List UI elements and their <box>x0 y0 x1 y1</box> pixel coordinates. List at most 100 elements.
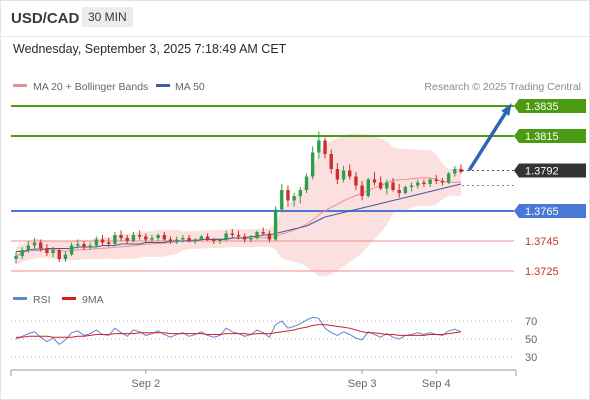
candle <box>360 181 364 201</box>
candle <box>131 232 136 243</box>
candle <box>20 247 24 259</box>
candle <box>218 238 222 244</box>
rsi-tick-label: 50 <box>525 334 537 346</box>
candle <box>397 184 401 198</box>
candle <box>310 146 315 180</box>
candle <box>391 178 395 192</box>
ma20-legend-label: MA 20 + Bollinger Bands <box>33 81 148 93</box>
ma50-legend-label: MA 50 <box>175 81 205 93</box>
svg-text:1.3815: 1.3815 <box>525 131 559 143</box>
candle <box>57 248 61 262</box>
timeframe-button[interactable]: 30 MIN <box>82 7 133 27</box>
candle <box>236 230 241 240</box>
candle <box>255 230 259 240</box>
candle <box>267 230 272 243</box>
candle <box>323 137 327 159</box>
bollinger-band-area <box>16 133 461 277</box>
candle <box>125 235 129 244</box>
support-level-tag: 1.3725 <box>525 266 559 278</box>
candle <box>76 239 80 249</box>
rsi-ma-legend-swatch <box>62 297 76 300</box>
bollinger-band <box>16 133 461 277</box>
svg-text:1.3745: 1.3745 <box>525 236 559 248</box>
forecast-arrow-head <box>501 103 512 116</box>
rsi-tick-label: 70 <box>525 316 537 328</box>
candle <box>304 173 309 193</box>
candle <box>63 251 68 262</box>
candle <box>205 233 210 241</box>
candle <box>174 236 179 244</box>
candle <box>273 206 278 241</box>
candlesticks <box>14 131 463 264</box>
forecast-arrow <box>468 103 512 171</box>
candle <box>378 176 383 190</box>
candle <box>459 164 463 174</box>
rsi-grid: 70 50 30 <box>11 316 537 364</box>
candle <box>422 179 426 187</box>
rsi-lines <box>15 316 462 346</box>
candle <box>14 251 18 264</box>
candle <box>348 164 352 180</box>
target-level-tag: 1.3835 <box>514 99 586 113</box>
candle <box>280 184 284 213</box>
candle <box>39 239 43 252</box>
support-level-tag: 1.3745 <box>525 236 559 248</box>
rsi-legend-label: RSI <box>33 294 51 306</box>
top-bar: USD/CAD 30 MIN <box>0 0 590 37</box>
pivot-level-tag: 1.3765 <box>514 204 586 218</box>
candle <box>440 178 445 186</box>
rsi-tick-label: 30 <box>525 352 537 364</box>
candle <box>292 193 296 207</box>
candle <box>26 241 31 253</box>
candle <box>199 235 204 241</box>
target-level-tag: 1.3815 <box>514 129 586 143</box>
time-tick-label: Sep 2 <box>131 378 160 390</box>
candle <box>372 172 377 186</box>
candle <box>100 235 105 246</box>
rsi-legend-swatch <box>13 297 27 300</box>
time-tick-label: Sep 4 <box>422 378 451 390</box>
candle <box>249 235 253 243</box>
candle <box>341 166 346 183</box>
candle <box>403 185 408 195</box>
candle <box>329 149 333 174</box>
candle <box>144 233 148 243</box>
svg-text:1.3765: 1.3765 <box>525 206 559 218</box>
candle <box>187 235 191 243</box>
time-tick-label: Sep 3 <box>348 378 377 390</box>
source-label: Research © 2025 Trading Central <box>424 81 581 93</box>
candle <box>162 232 167 241</box>
candle <box>242 233 247 243</box>
candle <box>69 242 74 256</box>
candle <box>137 230 142 240</box>
candle <box>286 185 290 207</box>
level-tags: 1.3835 1.3815 1.3792 1.3765 1.3745 1.3725 <box>514 99 586 278</box>
candle <box>88 242 92 250</box>
svg-text:1.3835: 1.3835 <box>525 101 559 113</box>
candle <box>416 179 420 189</box>
candle <box>434 175 438 184</box>
ma50-legend-swatch <box>156 84 170 87</box>
candle <box>354 172 358 190</box>
candle <box>156 233 160 241</box>
level-lines <box>11 105 514 272</box>
time-axis: Sep 2 Sep 3 Sep 4 <box>10 369 517 390</box>
candle <box>82 241 86 250</box>
rsi-ma-legend-label: 9MA <box>82 294 104 306</box>
symbol-title: USD/CAD <box>11 10 80 27</box>
candle <box>230 229 235 238</box>
candle <box>366 178 370 198</box>
candle <box>385 179 389 195</box>
candle <box>428 178 432 187</box>
candle <box>51 247 55 258</box>
rsi-line <box>15 316 462 346</box>
svg-text:1.3792: 1.3792 <box>525 166 559 178</box>
candle <box>181 235 185 243</box>
candle <box>453 166 457 177</box>
candle <box>193 238 197 244</box>
rsi-ma-line <box>16 324 462 338</box>
ma20-legend-swatch <box>13 84 27 87</box>
candle <box>168 236 173 244</box>
candle <box>261 227 265 235</box>
